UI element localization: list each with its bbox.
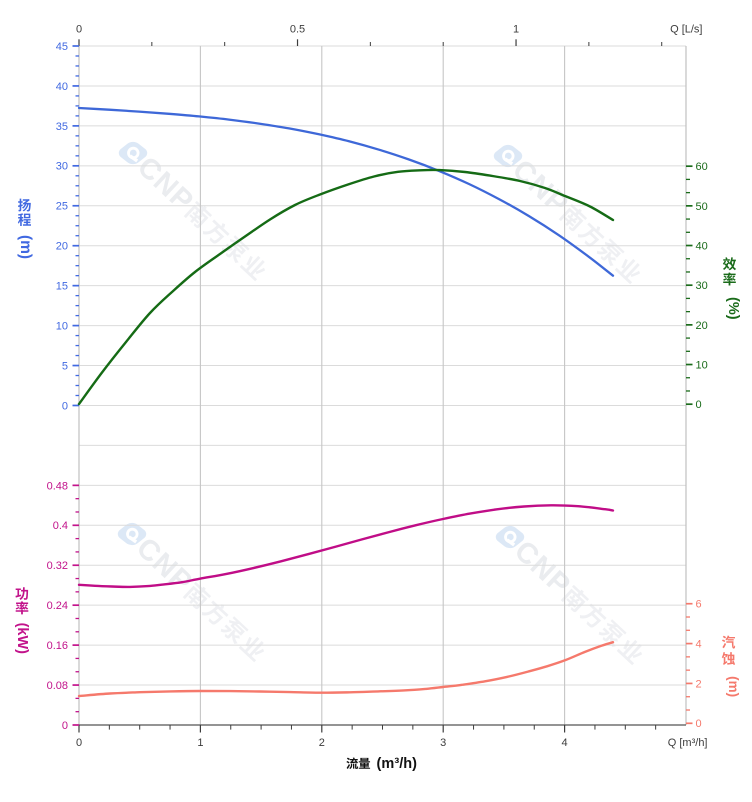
svg-text:4: 4 — [562, 737, 568, 749]
svg-text:1: 1 — [197, 737, 203, 749]
svg-text:6: 6 — [696, 599, 702, 611]
svg-text:15: 15 — [56, 281, 68, 293]
svg-text:4: 4 — [696, 639, 702, 651]
svg-text:0: 0 — [76, 737, 82, 749]
svg-text:20: 20 — [696, 320, 708, 332]
svg-text:0.24: 0.24 — [47, 600, 68, 612]
svg-text:(m): (m) — [17, 235, 34, 259]
svg-text:5: 5 — [62, 360, 68, 372]
svg-text:25: 25 — [56, 201, 68, 213]
svg-text:30: 30 — [56, 161, 68, 173]
svg-text:Q [m³/h]: Q [m³/h] — [668, 737, 708, 749]
svg-text:0: 0 — [62, 720, 68, 732]
svg-text:(%): (%) — [725, 297, 741, 320]
svg-text:30: 30 — [696, 280, 708, 292]
svg-text:35: 35 — [56, 121, 68, 133]
svg-text:0.16: 0.16 — [47, 640, 68, 652]
svg-text:(kW): (kW) — [14, 623, 30, 655]
svg-text:0.32: 0.32 — [47, 560, 68, 572]
svg-text:60: 60 — [696, 161, 708, 173]
svg-text:45: 45 — [56, 41, 68, 53]
svg-text:20: 20 — [56, 241, 68, 253]
svg-text:40: 40 — [696, 240, 708, 252]
svg-text:0: 0 — [696, 399, 702, 411]
svg-text:(m): (m) — [726, 676, 741, 697]
svg-text:0.5: 0.5 — [290, 24, 305, 36]
svg-text:3: 3 — [440, 737, 446, 749]
svg-text:10: 10 — [696, 359, 708, 371]
svg-text:0: 0 — [76, 24, 82, 36]
svg-text:0: 0 — [62, 400, 68, 412]
svg-text:0.48: 0.48 — [47, 480, 68, 492]
svg-text:(m³/h): (m³/h) — [377, 756, 418, 772]
svg-text:0.4: 0.4 — [53, 520, 68, 532]
svg-text:2: 2 — [319, 737, 325, 749]
svg-text:40: 40 — [56, 81, 68, 93]
svg-text:1: 1 — [513, 24, 519, 36]
svg-text:2: 2 — [696, 678, 702, 690]
svg-text:0: 0 — [696, 718, 702, 730]
svg-text:0.08: 0.08 — [47, 680, 68, 692]
svg-text:10: 10 — [56, 321, 68, 333]
svg-text:50: 50 — [696, 201, 708, 213]
svg-text:Q [L/s]: Q [L/s] — [670, 24, 702, 36]
